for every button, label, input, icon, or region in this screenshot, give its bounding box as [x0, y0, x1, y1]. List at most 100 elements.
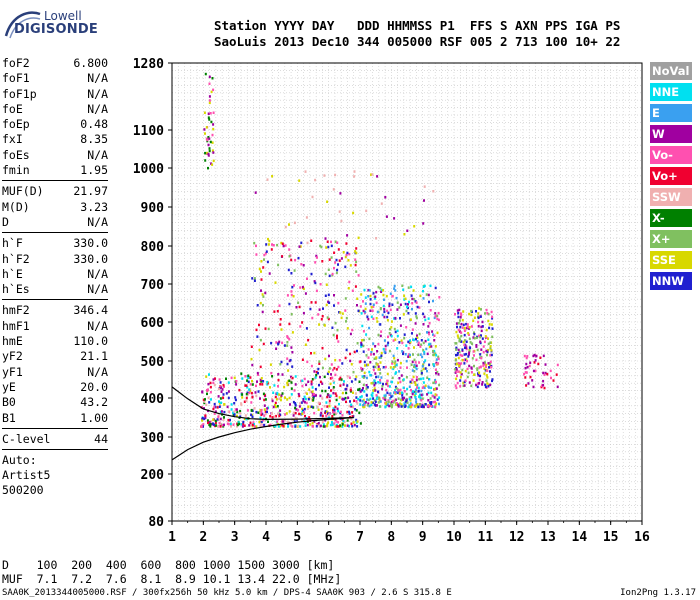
echo-point: [454, 371, 457, 374]
echo-point: [435, 380, 437, 384]
echo-point: [249, 421, 252, 425]
echo-point: [336, 334, 338, 338]
echo-point: [310, 352, 312, 355]
echo-point: [391, 380, 394, 384]
echo-point: [459, 316, 462, 319]
echo-point: [251, 363, 254, 367]
echo-point: [367, 348, 370, 351]
echo-point: [371, 348, 373, 351]
echo-point: [337, 409, 340, 413]
echo-point: [208, 401, 211, 404]
echo-point: [266, 260, 269, 264]
echo-point: [411, 378, 414, 381]
echo-point: [263, 258, 265, 261]
echo-point: [257, 411, 260, 414]
echo-point: [375, 362, 378, 365]
echo-point: [288, 223, 290, 226]
echo-point: [422, 323, 425, 326]
echo-point: [354, 263, 357, 267]
echo-point: [301, 384, 304, 388]
echo-point: [463, 329, 466, 332]
echo-point: [212, 407, 215, 411]
echo-point: [423, 185, 426, 188]
echo-point: [288, 255, 291, 258]
param-value: 20.0: [80, 379, 108, 394]
echo-point: [411, 297, 414, 301]
echo-point: [213, 423, 215, 426]
echo-point: [470, 313, 473, 317]
echo-point: [396, 308, 399, 311]
echo-point: [473, 364, 475, 368]
param-row-foe: foE N/A: [2, 102, 108, 117]
echo-point: [332, 188, 335, 191]
echo-point: [330, 256, 333, 259]
echo-point: [287, 369, 290, 372]
echo-point: [361, 367, 364, 371]
echo-point: [304, 421, 307, 424]
echo-point: [409, 402, 412, 405]
echo-point: [275, 414, 277, 418]
echo-point: [403, 336, 406, 340]
echo-point: [367, 356, 370, 359]
echo-point: [275, 347, 278, 350]
echo-point: [429, 404, 432, 407]
echo-point: [250, 357, 253, 361]
echo-point: [407, 340, 410, 344]
echo-point: [382, 304, 385, 308]
echo-point: [362, 403, 365, 407]
echo-point: [434, 345, 437, 348]
echo-point: [273, 310, 276, 313]
echo-point: [259, 365, 262, 369]
echo-point: [402, 288, 405, 291]
echo-point: [435, 387, 438, 390]
echo-point: [299, 402, 302, 405]
echo-point: [384, 405, 387, 408]
echo-point: [377, 285, 380, 289]
plot-axes: 1 2 3 4 5 6 7 8 9 10 11 12 13 14 15 1680200300400500600…: [133, 57, 650, 545]
echo-point: [477, 312, 480, 315]
echo-point: [201, 417, 204, 420]
echo-point: [384, 398, 387, 401]
echo-point: [297, 256, 300, 260]
logo-text-digisonde: DIGISONDE: [14, 22, 98, 37]
echo-point: [379, 287, 382, 290]
echo-point: [223, 423, 225, 427]
station-header: Station YYYY DAY DDD HHMMSS P1 FFS S AXN…: [214, 18, 620, 50]
echo-point: [235, 414, 238, 418]
echo-point: [418, 306, 421, 309]
echo-point: [218, 405, 221, 408]
echo-point: [477, 320, 480, 324]
echo-point: [532, 385, 535, 389]
echo-point: [373, 379, 376, 383]
echo-point: [380, 376, 383, 379]
echo-point: [253, 425, 256, 428]
echo-point: [400, 339, 403, 342]
echo-point: [283, 344, 286, 347]
echo-point: [233, 402, 236, 405]
echo-point: [262, 303, 264, 307]
echo-point: [314, 388, 317, 391]
echo-point: [459, 371, 462, 374]
echo-point: [260, 270, 262, 273]
echo-point: [250, 413, 253, 417]
echo-point: [463, 353, 466, 356]
echo-point: [414, 395, 417, 399]
echo-point: [420, 343, 423, 346]
echo-point: [405, 326, 408, 329]
echo-point: [429, 309, 432, 312]
echo-point: [221, 423, 224, 427]
echo-point: [310, 272, 313, 276]
echo-point: [272, 405, 275, 409]
echo-point: [419, 294, 422, 298]
echo-point: [312, 397, 315, 400]
echo-point: [277, 425, 280, 428]
echo-point: [458, 339, 461, 343]
echo-point: [206, 151, 209, 155]
echo-point: [455, 386, 458, 390]
echo-point: [381, 385, 384, 388]
echo-point: [333, 266, 335, 270]
echo-point: [269, 386, 271, 389]
echo-point: [338, 259, 341, 262]
echo-point: [436, 331, 439, 335]
